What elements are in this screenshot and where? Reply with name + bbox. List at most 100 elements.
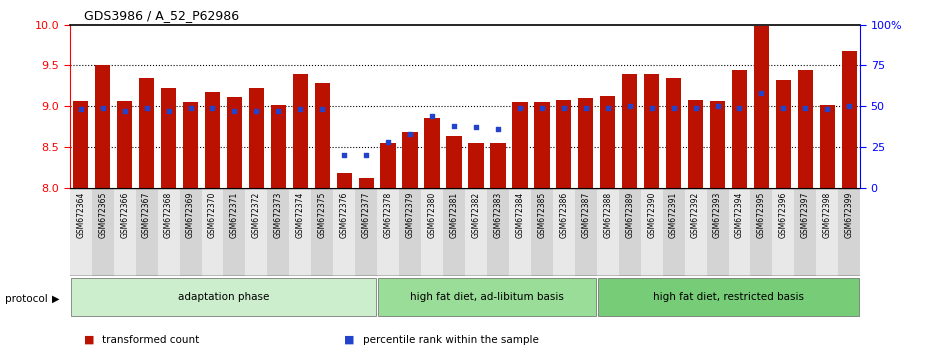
FancyBboxPatch shape xyxy=(71,278,376,316)
Point xyxy=(227,108,242,114)
Point xyxy=(798,105,813,111)
Point xyxy=(644,105,659,111)
Point xyxy=(183,105,198,111)
Text: GSM672378: GSM672378 xyxy=(384,192,392,238)
Bar xyxy=(271,104,286,188)
Text: GSM672369: GSM672369 xyxy=(186,192,195,239)
Point xyxy=(776,105,790,111)
Text: GSM672392: GSM672392 xyxy=(691,192,700,238)
FancyBboxPatch shape xyxy=(598,278,859,316)
Text: GSM672373: GSM672373 xyxy=(273,192,283,239)
Text: ■: ■ xyxy=(84,335,94,345)
Text: GSM672383: GSM672383 xyxy=(494,192,502,238)
Point xyxy=(337,152,352,158)
Text: GSM672377: GSM672377 xyxy=(362,192,371,239)
Bar xyxy=(289,188,312,276)
Point xyxy=(556,105,571,111)
Point xyxy=(380,139,395,145)
Point xyxy=(842,103,857,109)
Bar xyxy=(773,188,794,276)
Point xyxy=(315,107,330,112)
Text: GSM672380: GSM672380 xyxy=(428,192,436,238)
Bar xyxy=(157,188,179,276)
Text: GSM672367: GSM672367 xyxy=(142,192,151,239)
Point xyxy=(820,107,835,112)
Text: GSM672365: GSM672365 xyxy=(99,192,107,239)
Point xyxy=(161,108,176,114)
Bar xyxy=(842,51,857,188)
Text: GSM672391: GSM672391 xyxy=(669,192,678,238)
Bar xyxy=(618,188,641,276)
Bar xyxy=(248,88,264,188)
Bar xyxy=(575,188,597,276)
Bar xyxy=(95,65,111,188)
Point xyxy=(622,103,637,109)
Bar xyxy=(597,188,618,276)
Bar xyxy=(183,102,198,188)
Point xyxy=(205,105,219,111)
Text: GSM672388: GSM672388 xyxy=(604,192,612,238)
Point xyxy=(271,108,286,114)
Bar xyxy=(421,188,443,276)
Bar xyxy=(378,188,399,276)
Point xyxy=(293,107,308,112)
Point xyxy=(249,108,264,114)
Bar xyxy=(512,102,527,188)
Text: GSM672385: GSM672385 xyxy=(538,192,546,238)
Bar xyxy=(312,188,333,276)
Bar xyxy=(732,70,747,188)
Bar xyxy=(465,188,487,276)
Text: ▶: ▶ xyxy=(52,294,60,304)
Bar xyxy=(641,188,662,276)
Bar xyxy=(490,143,506,188)
Bar xyxy=(531,188,552,276)
Point xyxy=(754,90,769,96)
Bar xyxy=(666,78,682,188)
Bar xyxy=(333,188,355,276)
Text: GSM672386: GSM672386 xyxy=(559,192,568,238)
Bar xyxy=(469,143,484,188)
Bar xyxy=(358,178,374,188)
Text: GSM672376: GSM672376 xyxy=(339,192,349,239)
Point xyxy=(711,103,725,109)
Bar xyxy=(246,188,267,276)
Bar xyxy=(403,132,418,188)
Bar xyxy=(223,188,246,276)
Bar xyxy=(753,27,769,188)
Text: percentile rank within the sample: percentile rank within the sample xyxy=(363,335,538,345)
FancyBboxPatch shape xyxy=(379,278,595,316)
Text: GSM672379: GSM672379 xyxy=(405,192,415,239)
Bar xyxy=(117,101,132,188)
Bar xyxy=(202,188,223,276)
Point xyxy=(140,105,154,111)
Point xyxy=(688,105,703,111)
Text: GSM672389: GSM672389 xyxy=(625,192,634,238)
Text: GSM672370: GSM672370 xyxy=(208,192,217,239)
Text: GDS3986 / A_52_P62986: GDS3986 / A_52_P62986 xyxy=(84,9,239,22)
Bar xyxy=(314,84,330,188)
Bar xyxy=(161,88,177,188)
Text: GSM672384: GSM672384 xyxy=(515,192,525,238)
Bar xyxy=(509,188,531,276)
Bar xyxy=(424,119,440,188)
Bar xyxy=(355,188,378,276)
Bar xyxy=(710,101,725,188)
Text: GSM672368: GSM672368 xyxy=(164,192,173,238)
Text: GSM672394: GSM672394 xyxy=(735,192,744,239)
Bar xyxy=(73,101,88,188)
Text: GSM672382: GSM672382 xyxy=(472,192,481,238)
Text: GSM672374: GSM672374 xyxy=(296,192,305,239)
Bar xyxy=(684,188,707,276)
Point xyxy=(666,105,681,111)
Text: GSM672366: GSM672366 xyxy=(120,192,129,239)
Bar xyxy=(838,188,860,276)
Text: GSM672399: GSM672399 xyxy=(844,192,854,239)
Point xyxy=(403,131,418,137)
Point xyxy=(490,126,505,132)
Bar xyxy=(534,102,550,188)
Text: protocol: protocol xyxy=(5,294,47,304)
Text: GSM672395: GSM672395 xyxy=(757,192,766,239)
Text: GSM672371: GSM672371 xyxy=(230,192,239,238)
Bar xyxy=(113,188,136,276)
Bar xyxy=(707,188,728,276)
